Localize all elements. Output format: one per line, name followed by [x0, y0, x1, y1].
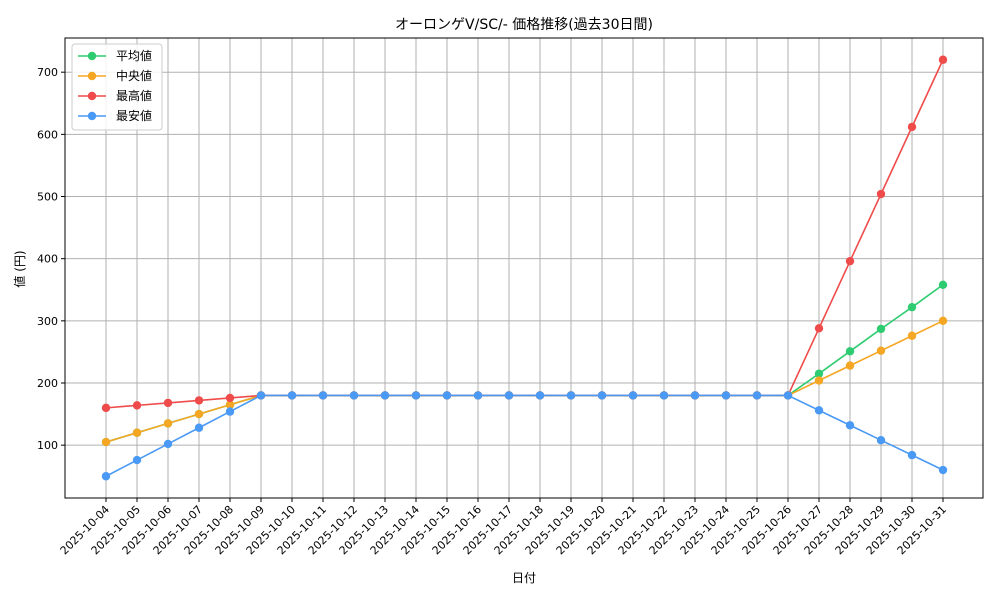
data-point: [566, 391, 576, 400]
data-point: [287, 391, 297, 400]
data-point: [194, 409, 204, 419]
data-point: [876, 324, 886, 334]
legend-marker: [87, 71, 97, 81]
data-point: [938, 280, 948, 289]
series-layer: [101, 55, 948, 481]
data-point: [163, 439, 173, 449]
legend-label: 平均値: [116, 48, 152, 63]
data-point: [132, 428, 142, 437]
y-tick-label: 500: [37, 191, 58, 204]
y-tick-label: 600: [37, 128, 58, 141]
data-point: [752, 391, 762, 400]
data-point: [907, 331, 917, 340]
legend-marker: [87, 91, 97, 101]
data-point: [163, 419, 173, 428]
legend-label: 中央値: [116, 68, 152, 83]
data-point: [845, 421, 855, 430]
data-point: [442, 391, 452, 400]
y-axis: 100 200 300 400 500 600 700: [37, 66, 65, 452]
data-point: [101, 437, 111, 447]
data-point: [876, 189, 886, 199]
data-point: [225, 400, 235, 409]
data-point: [907, 122, 917, 132]
y-tick-label: 700: [37, 66, 58, 79]
series-最安値: [101, 391, 948, 481]
data-point: [132, 455, 142, 465]
data-point: [876, 346, 886, 355]
data-point: [380, 391, 390, 400]
data-point: [659, 391, 669, 400]
data-point: [101, 403, 111, 413]
legend-marker: [87, 51, 97, 61]
data-point: [473, 391, 483, 400]
y-tick-label: 400: [37, 253, 58, 266]
data-point: [225, 393, 235, 403]
legend-box: [71, 43, 163, 131]
y-axis-label: 値 (円): [12, 250, 27, 287]
data-point: [318, 391, 328, 400]
data-point: [814, 406, 824, 415]
data-point: [225, 407, 235, 416]
y-tick-label: 300: [37, 315, 58, 328]
data-point: [814, 324, 824, 333]
series-line: [105, 394, 944, 477]
data-point: [876, 435, 886, 445]
data-point: [628, 391, 638, 400]
data-point: [845, 347, 855, 356]
data-point: [349, 391, 359, 400]
data-point: [194, 396, 204, 405]
data-point: [814, 376, 824, 385]
data-point: [783, 391, 793, 400]
x-axis-label: 日付: [512, 571, 536, 585]
data-point: [256, 391, 266, 400]
data-point: [907, 450, 917, 460]
chart-title: オーロンゲV/SC/- 価格推移(過去30日間): [395, 17, 653, 33]
data-point: [411, 391, 421, 400]
data-point: [535, 391, 545, 400]
data-point: [845, 256, 855, 266]
grid: [65, 38, 983, 498]
data-point: [132, 401, 142, 410]
data-point: [504, 391, 514, 400]
y-tick-label: 200: [37, 377, 58, 390]
data-point: [938, 55, 948, 64]
y-tick-label: 100: [37, 439, 58, 452]
data-point: [845, 361, 855, 370]
data-point: [907, 302, 917, 312]
data-point: [194, 423, 204, 432]
data-point: [597, 391, 607, 400]
data-point: [101, 472, 111, 481]
data-point: [938, 465, 948, 475]
legend-label: 最高値: [116, 88, 152, 103]
data-point: [721, 391, 731, 400]
data-point: [938, 316, 948, 326]
plot-frame: [64, 37, 984, 499]
data-point: [690, 391, 700, 400]
data-point: [814, 369, 824, 378]
legend-label: 最安値: [116, 108, 152, 123]
legend-marker: [87, 111, 97, 121]
data-point: [163, 398, 173, 408]
